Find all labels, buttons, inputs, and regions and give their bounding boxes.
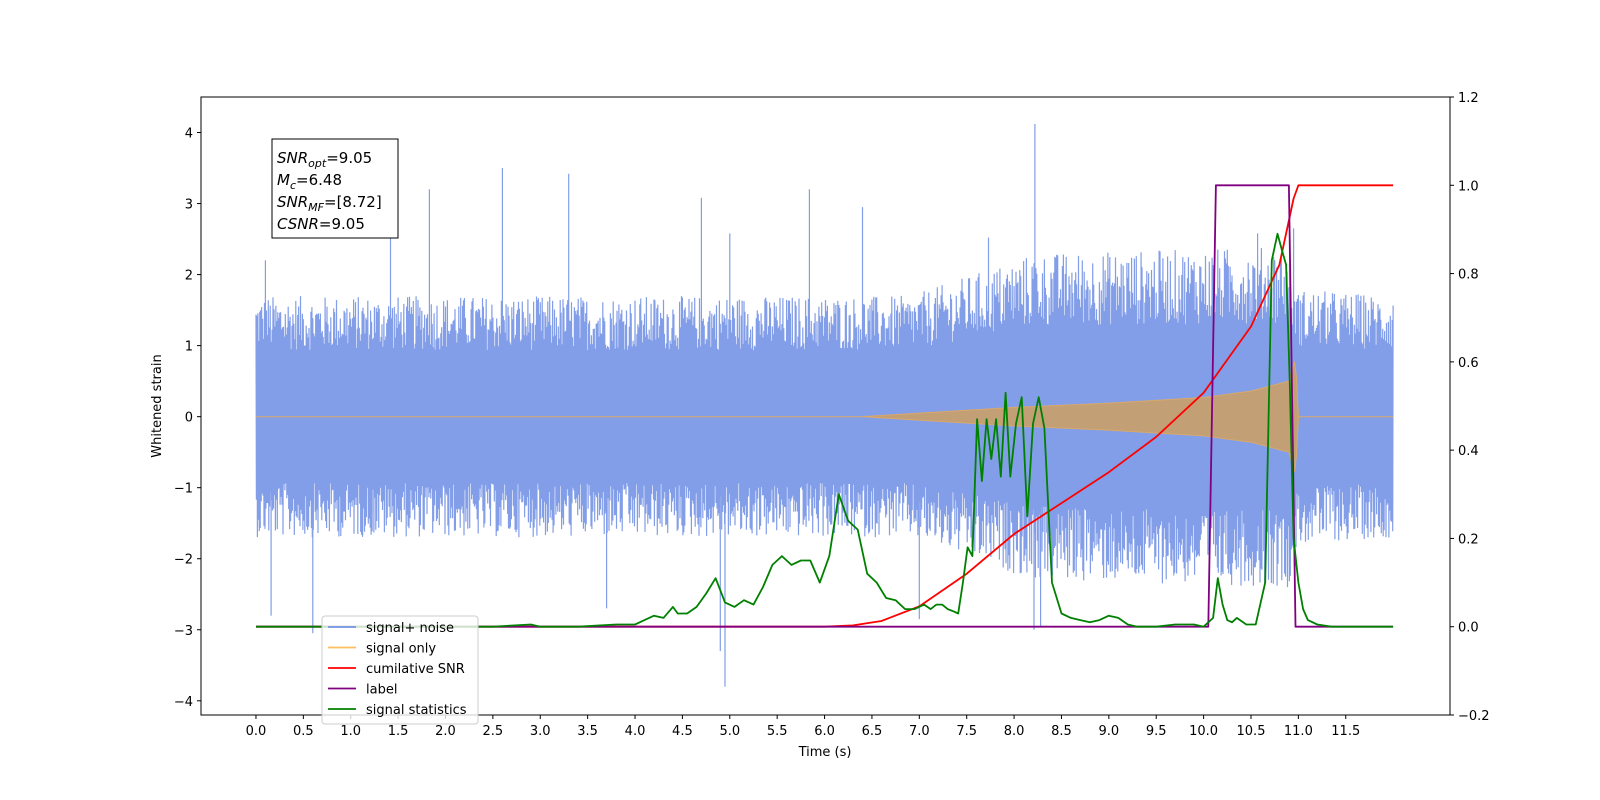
y-tick-label: −4 — [174, 695, 193, 710]
x-axis-title: Time (s) — [798, 745, 852, 760]
y2-tick-label: 0.2 — [1458, 532, 1479, 547]
x-tick-label: 11.5 — [1331, 724, 1360, 739]
y-tick-label: 2 — [185, 269, 193, 284]
legend-label: signal+ noise — [366, 621, 454, 636]
y2-tick-label: 0.0 — [1458, 621, 1479, 636]
y-tick-label: 0 — [185, 411, 193, 426]
legend-label: signal only — [366, 642, 436, 657]
legend-box — [321, 615, 479, 725]
legend-label: signal statistics — [366, 703, 467, 718]
x-tick-label: 4.0 — [625, 724, 646, 739]
signal-noise-line — [255, 124, 1394, 687]
legend: signal+ noise signal only cumilative SNR la… — [321, 615, 479, 725]
x-tick-label: 8.0 — [1004, 724, 1025, 739]
x-tick-label: 4.5 — [672, 724, 693, 739]
label-line — [256, 184, 1394, 628]
x-tick-label: 3.0 — [530, 724, 551, 739]
y-tick-label: 1 — [185, 340, 193, 355]
signal-only-line — [256, 361, 1394, 472]
y2-tick-label: 0.4 — [1458, 444, 1479, 459]
annotation-line: Mc=6.48 — [277, 171, 342, 192]
x-tick-label: 9.0 — [1099, 724, 1120, 739]
x-tick-label: 5.5 — [767, 724, 788, 739]
y-tick-label: 3 — [185, 198, 193, 213]
plot-frame — [200, 96, 1451, 716]
x-axis-ticks: 0.0 0.5 1.0 1.5 2.0 2.5 3.0 3.5 4.0 4.5 5.0 5.5 6.0 6… — [246, 715, 1360, 739]
x-tick-label: 1.0 — [340, 724, 361, 739]
annotation-line: SNRMF=[8.72] — [277, 193, 382, 214]
y-axis-title: Whitened strain — [150, 354, 165, 457]
x-tick-label: 7.5 — [956, 724, 977, 739]
y2-axis-ticks: −0.2 0.0 0.2 0.4 0.6 0.8 1.0 1.2 — [1450, 91, 1490, 724]
x-tick-label: 5.0 — [719, 724, 740, 739]
y-tick-label: −1 — [174, 482, 193, 497]
y2-tick-label: 1.2 — [1458, 91, 1479, 106]
x-tick-label: 2.5 — [483, 724, 504, 739]
annotation-line: SNRopt=9.05 — [277, 149, 372, 170]
x-tick-label: 8.5 — [1051, 724, 1072, 739]
signal-statistics-line — [256, 232, 1394, 628]
x-tick-label: 2.0 — [435, 724, 456, 739]
cumilative-snr-line — [256, 184, 1394, 628]
y-axis-ticks: −4 −3 −2 −1 0 1 2 3 4 — [174, 127, 201, 710]
y-tick-label: 4 — [185, 127, 193, 142]
x-tick-label: 1.5 — [388, 724, 409, 739]
y-tick-label: −2 — [174, 553, 193, 568]
x-tick-label: 7.0 — [909, 724, 930, 739]
annotation-box — [271, 138, 399, 239]
legend-label: cumilative SNR — [366, 662, 465, 677]
x-tick-label: 6.5 — [862, 724, 883, 739]
x-tick-label: 3.5 — [577, 724, 598, 739]
noise-series — [255, 124, 1394, 687]
y2-tick-label: 0.8 — [1458, 268, 1479, 283]
x-tick-label: 0.0 — [246, 724, 267, 739]
x-tick-label: 11.0 — [1284, 724, 1313, 739]
x-tick-label: 10.0 — [1189, 724, 1218, 739]
x-tick-label: 0.5 — [293, 724, 314, 739]
y-tick-label: −3 — [174, 624, 193, 639]
right-axis-series — [256, 184, 1394, 628]
y2-tick-label: 0.6 — [1458, 356, 1479, 371]
x-tick-label: 10.5 — [1237, 724, 1266, 739]
y2-tick-label: 1.0 — [1458, 179, 1479, 194]
annotation-line: CSNR=9.05 — [277, 215, 365, 233]
legend-label: label — [366, 683, 397, 698]
x-tick-label: 6.0 — [814, 724, 835, 739]
x-tick-label: 9.5 — [1146, 724, 1167, 739]
y2-tick-label: −0.2 — [1458, 709, 1490, 724]
signal-series — [256, 361, 1394, 472]
